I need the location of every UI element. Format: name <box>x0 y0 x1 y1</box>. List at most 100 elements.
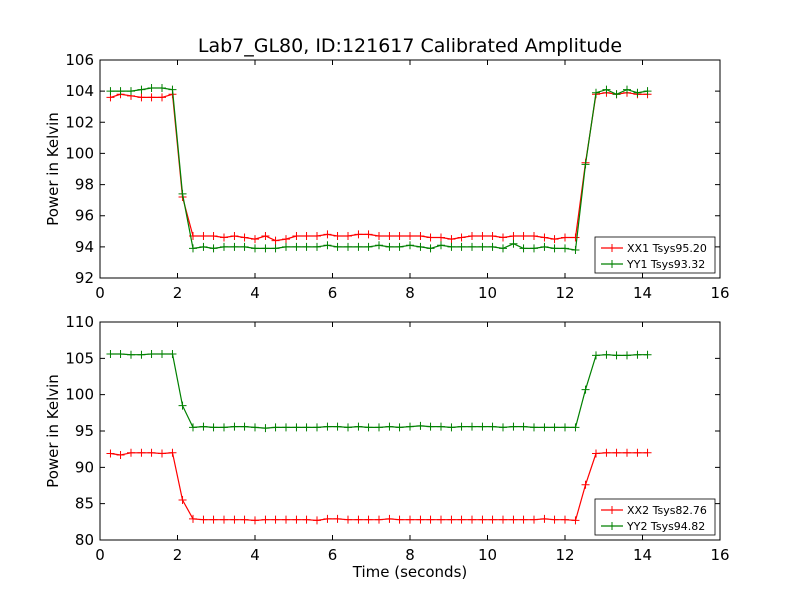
data-point <box>540 514 549 523</box>
data-point <box>416 515 425 524</box>
legend-entry: YY2 Tsys94.82 <box>626 520 705 533</box>
data-point <box>189 244 197 253</box>
data-point <box>478 242 487 251</box>
data-point <box>540 423 549 432</box>
y-tick-label: 92 <box>75 269 94 287</box>
data-point <box>168 448 177 457</box>
data-point <box>220 515 228 524</box>
data-point <box>468 242 476 251</box>
data-point <box>488 515 497 524</box>
data-point <box>540 233 549 242</box>
data-point <box>168 349 177 358</box>
top-panel: 0 2 4 6 8 10 12 14 16 92 94 96 98 100 102 104 106 Power i… <box>44 51 730 302</box>
data-point <box>488 422 497 431</box>
data-point <box>437 233 445 242</box>
data-point <box>116 450 125 459</box>
data-point <box>178 401 187 410</box>
data-point <box>406 241 414 250</box>
data-point <box>282 242 290 251</box>
data-point <box>344 242 352 251</box>
data-point <box>137 350 146 359</box>
data-point <box>158 449 166 458</box>
x-tick-label: 16 <box>710 546 729 564</box>
data-point <box>251 244 259 253</box>
data-point <box>602 85 611 94</box>
data-point <box>209 515 218 524</box>
data-point <box>333 514 342 523</box>
data-point <box>633 448 642 457</box>
y-axis-label: Power in Kelvin <box>44 112 62 226</box>
data-point <box>354 242 363 251</box>
data-point <box>519 515 528 524</box>
data-point <box>158 349 166 358</box>
x-tick-label: 6 <box>328 546 338 564</box>
x-tick-label: 8 <box>405 546 415 564</box>
data-point <box>612 90 621 99</box>
data-point <box>395 423 404 432</box>
x-tick-label: 8 <box>405 284 415 302</box>
data-point <box>313 423 321 432</box>
data-point <box>158 93 166 102</box>
data-point <box>530 515 538 524</box>
data-point <box>530 423 538 432</box>
data-point <box>385 422 394 431</box>
data-point <box>499 244 507 253</box>
x-tick-label: 12 <box>555 546 574 564</box>
data-point <box>375 423 383 432</box>
x-tick-label: 2 <box>173 284 183 302</box>
legend-box <box>594 498 716 536</box>
data-point <box>602 448 611 457</box>
data-point <box>147 349 156 358</box>
data-point <box>333 242 342 251</box>
data-point <box>251 235 259 244</box>
data-point <box>354 515 363 524</box>
y-tick-label: 105 <box>65 349 94 367</box>
data-point <box>147 84 156 93</box>
data-point <box>364 242 373 251</box>
x-tick-label: 10 <box>478 546 497 564</box>
data-point <box>530 244 538 253</box>
data-point <box>323 422 332 431</box>
data-point <box>612 351 621 360</box>
data-point <box>292 242 301 251</box>
data-point <box>251 516 259 525</box>
data-point <box>364 515 373 524</box>
data-point <box>209 423 218 432</box>
data-point <box>261 515 270 524</box>
data-point <box>302 515 311 524</box>
data-point <box>282 423 290 432</box>
data-point <box>168 85 177 94</box>
y-tick-label: 80 <box>75 531 94 549</box>
data-point <box>302 423 311 432</box>
data-point <box>209 231 218 240</box>
legend-entry: XX1 Tsys95.20 <box>627 242 707 255</box>
data-point <box>271 515 280 524</box>
data-point <box>375 231 383 240</box>
data-point <box>561 423 569 432</box>
data-point <box>571 423 580 432</box>
data-point <box>282 235 290 244</box>
data-point <box>333 422 342 431</box>
data-point <box>416 421 425 430</box>
data-point <box>271 244 280 253</box>
data-point <box>292 231 301 240</box>
data-point <box>571 233 580 242</box>
data-point <box>509 515 518 524</box>
data-point <box>230 231 239 240</box>
data-point <box>488 242 497 251</box>
data-point <box>643 350 652 359</box>
data-point <box>437 422 445 431</box>
data-point <box>106 87 115 96</box>
data-point <box>199 515 208 524</box>
y-tick-label: 110 <box>65 313 94 331</box>
y-tick-label: 95 <box>75 422 94 440</box>
data-point <box>106 349 115 358</box>
data-point <box>230 242 239 251</box>
data-point <box>127 350 135 359</box>
data-point <box>158 84 166 93</box>
data-point <box>199 242 208 251</box>
data-point <box>581 385 590 394</box>
data-point <box>509 231 518 240</box>
data-point <box>209 244 218 253</box>
